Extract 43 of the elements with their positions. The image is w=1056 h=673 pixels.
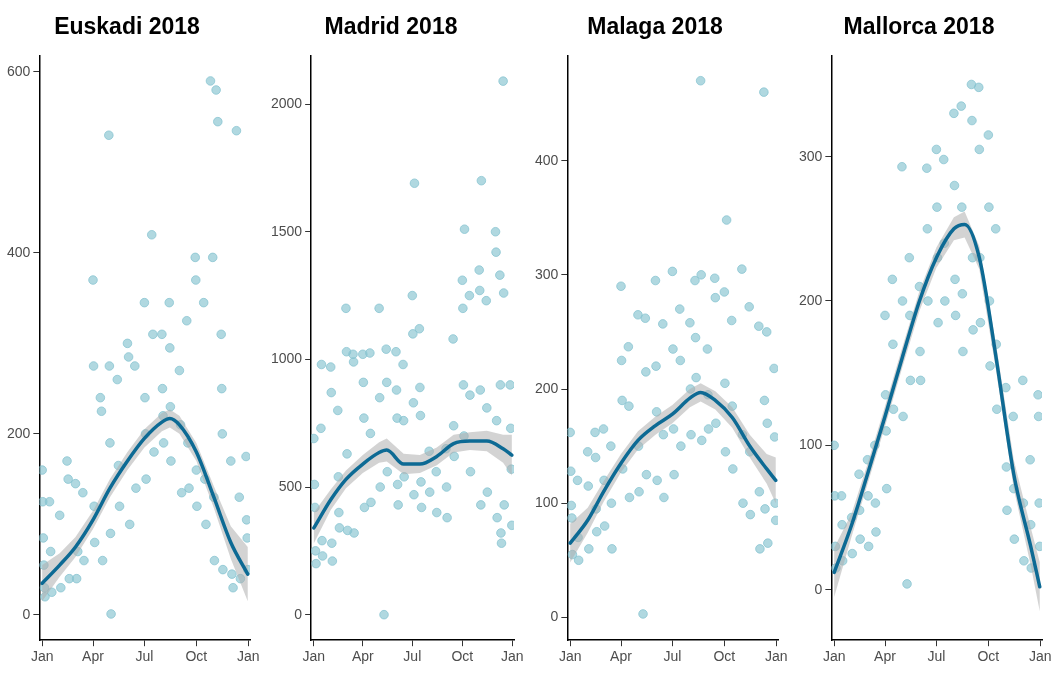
x-tick-label: Oct [713,648,736,665]
y-tick-label: 500 [278,477,303,494]
x-tick-label: Jan [302,648,326,665]
y-tick-label: 600 [7,62,31,79]
x-tick-label: Jan [1029,648,1052,665]
x-tick-label: Jan [822,648,846,665]
chart-title: Euskadi 2018 [54,13,201,40]
chart-title: Mallorca 2018 [843,13,995,40]
x-tick-label: Jan [237,648,260,665]
y-tick-label: 0 [294,605,303,622]
y-tick-label: 300 [799,147,823,164]
y-tick-label: 0 [814,580,823,597]
y-tick-label: 0 [22,605,31,622]
x-tick-label: Jul [135,648,154,665]
y-tick-label: 400 [7,243,31,260]
y-tick-label: 1000 [270,350,303,367]
y-tick-label: 200 [535,379,559,396]
y-tick-label: 200 [799,291,823,308]
y-tick-label: 300 [535,265,559,282]
x-tick-label: Oct [451,648,474,665]
x-tick-label: Apr [351,648,375,665]
y-tick-label: 2000 [270,94,303,111]
y-tick-label: 100 [799,436,823,453]
y-tick-label: 0 [550,608,559,625]
x-tick-label: Jan [558,648,582,665]
x-tick-label: Jul [403,648,422,665]
chart-title: Madrid 2018 [324,13,458,40]
x-tick-label: Jul [663,648,682,665]
y-tick-label: 200 [7,424,31,441]
x-tick-label: Jan [765,648,788,665]
chart-title: Malaga 2018 [587,13,723,40]
x-tick-label: Jan [30,648,54,665]
x-tick-label: Jan [501,648,524,665]
x-tick-label: Jul [927,648,946,665]
y-tick-label: 1500 [270,222,303,239]
x-tick-label: Oct [185,648,208,665]
y-tick-label: 400 [535,151,559,168]
x-tick-label: Oct [977,648,1000,665]
line-series [568,390,778,545]
x-tick-label: Apr [610,648,633,665]
y-tick-label: 100 [535,494,559,511]
x-tick-label: Apr [874,648,897,665]
x-tick-label: Apr [82,648,105,665]
